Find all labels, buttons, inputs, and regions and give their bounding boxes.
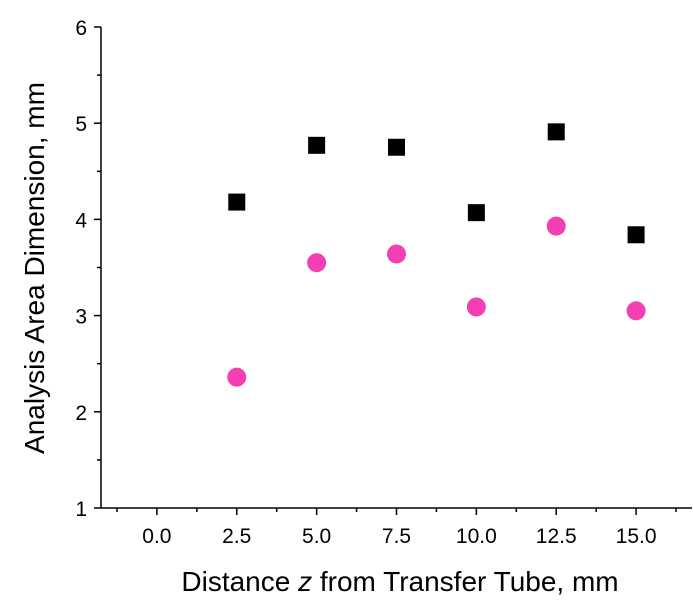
x-axis-label: Distance z from Transfer Tube, mm (181, 566, 618, 597)
x-tick-label: 15.0 (616, 525, 657, 548)
x-axis-label-part-2: from Transfer Tube, mm (312, 566, 619, 597)
square-point (467, 204, 485, 222)
y-tick-label: 2 (75, 402, 87, 425)
circle-point (387, 244, 406, 264)
circle-point (546, 216, 566, 236)
ticks: 0.0 2.5 5.0 7.5 10.0 12.5 15.0 1 2 3 4 5 6 (75, 17, 677, 548)
square-point (627, 226, 645, 244)
y-tick-label: 4 (75, 209, 87, 232)
square-point (228, 193, 246, 211)
data-marks (227, 123, 646, 387)
x-tick-label: 7.5 (382, 525, 411, 548)
y-tick-label: 3 (75, 306, 87, 329)
x-tick-label: 2.5 (222, 525, 251, 548)
circle-point (307, 253, 327, 273)
x-axis-label-part-1: Distance (181, 566, 298, 597)
y-axis-label: Analysis Area Dimension, mm (19, 82, 50, 454)
x-tick-label: 12.5 (536, 525, 577, 548)
x-tick-label: 10.0 (456, 525, 497, 548)
y-tick-label: 5 (75, 113, 87, 136)
x-axis-label-variable: z (297, 566, 312, 597)
x-tick-label: 5.0 (302, 525, 331, 548)
y-tick-label: 1 (75, 498, 87, 521)
circle-point (626, 301, 646, 321)
square-point (308, 136, 326, 154)
x-tick-label: 0.0 (142, 525, 171, 548)
square-point (547, 123, 565, 141)
square-point (388, 138, 405, 156)
circle-point (227, 367, 247, 387)
circle-point (466, 297, 486, 317)
y-tick-label: 6 (75, 17, 87, 40)
axes (100, 27, 692, 509)
